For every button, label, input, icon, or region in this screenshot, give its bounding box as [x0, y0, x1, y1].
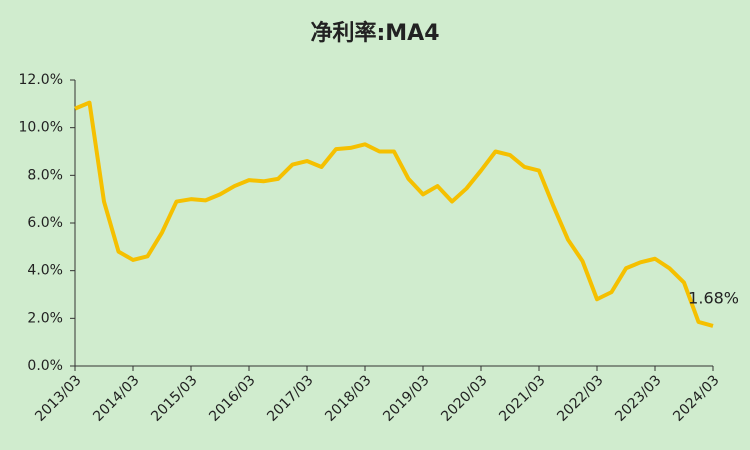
y-tick-label: 0.0% [27, 358, 63, 374]
y-tick-label: 2.0% [27, 310, 63, 326]
chart-title: 净利率:MA4 [310, 20, 439, 46]
y-tick-label: 10.0% [19, 120, 63, 136]
y-tick-label: 8.0% [27, 167, 63, 183]
y-tick-label: 12.0% [19, 72, 63, 88]
value-label: 1.68% [688, 288, 739, 307]
y-tick-label: 6.0% [27, 215, 63, 231]
line [74, 100, 714, 328]
y-tick-label: 4.0% [27, 263, 63, 279]
